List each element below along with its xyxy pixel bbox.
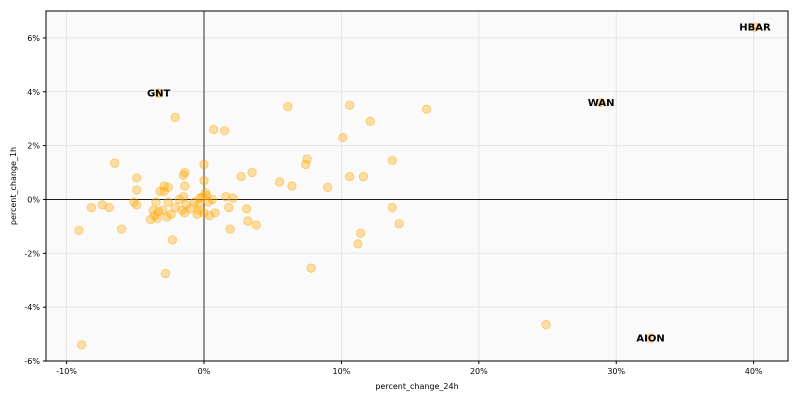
scatter-point xyxy=(243,216,253,226)
scatter-point xyxy=(365,116,375,126)
scatter-point xyxy=(596,97,606,108)
scatter-point xyxy=(306,263,316,273)
scatter-point xyxy=(224,202,234,213)
scatter-point xyxy=(116,224,127,234)
scatter-point xyxy=(345,100,355,110)
scatter-point xyxy=(225,224,235,234)
scatter-point xyxy=(353,239,363,249)
scatter-point xyxy=(160,268,171,279)
scatter-point xyxy=(356,228,366,238)
scatter-point xyxy=(221,192,231,202)
scatter-point xyxy=(283,101,293,112)
scatter-point xyxy=(170,112,180,122)
scatter-point xyxy=(193,200,204,210)
scatter-point xyxy=(228,193,238,203)
scatter-point xyxy=(541,320,551,330)
scatter-point xyxy=(220,126,230,136)
x-tick-label: 0% xyxy=(198,367,211,376)
scatter-point xyxy=(287,181,297,191)
scatter-point xyxy=(199,159,209,170)
scatter-point xyxy=(210,208,220,218)
y-tick-label: -2% xyxy=(24,249,40,258)
x-tick-label: 10% xyxy=(333,367,351,376)
scatter-point xyxy=(204,211,215,221)
scatter-point xyxy=(274,177,285,187)
scatter-point xyxy=(200,188,210,198)
scatter-point xyxy=(178,192,189,202)
scatter-point xyxy=(132,173,142,183)
scatter-point xyxy=(132,200,142,210)
annotation-label: HBAR xyxy=(739,23,771,34)
x-tick-label: 40% xyxy=(745,367,763,376)
scatter-point xyxy=(193,205,204,215)
y-tick-label: -4% xyxy=(24,303,40,312)
scatter-point xyxy=(74,225,84,236)
scatter-point xyxy=(97,200,107,210)
scatter-point xyxy=(251,220,261,230)
scatter-point xyxy=(152,213,162,223)
scatter-point xyxy=(195,193,205,203)
scatter-point xyxy=(394,219,404,229)
scatter-point xyxy=(323,182,333,192)
scatter-point xyxy=(86,202,96,213)
x-axis-label: percent_change_24h xyxy=(375,382,458,391)
y-tick-label: -6% xyxy=(24,357,40,366)
annotation-label: WAN xyxy=(588,98,615,109)
scatter-point xyxy=(163,182,173,192)
scatter-point xyxy=(422,104,432,114)
y-axis-label: percent_change_1h xyxy=(9,147,18,225)
scatter-point xyxy=(338,132,348,143)
scatter-point xyxy=(154,88,164,98)
scatter-point xyxy=(236,171,246,182)
scatter-point xyxy=(301,159,311,170)
scatter-point xyxy=(158,205,168,215)
scatter-point xyxy=(207,194,217,205)
scatter-point xyxy=(180,181,190,191)
scatter-point xyxy=(645,333,656,343)
scatter-point xyxy=(387,202,397,213)
scatter-point xyxy=(167,235,178,245)
y-tick-label: 4% xyxy=(27,88,40,97)
scatter-point xyxy=(387,155,397,166)
scatter-point xyxy=(178,170,189,180)
scatter-point xyxy=(132,185,142,195)
y-tick-label: 0% xyxy=(27,195,40,204)
scatter-point xyxy=(166,209,176,219)
x-tick-label: 30% xyxy=(607,367,625,376)
scatter-point xyxy=(242,204,252,214)
y-tick-label: 2% xyxy=(27,142,40,151)
scatter-point xyxy=(151,197,161,207)
scatter-point xyxy=(170,202,180,213)
annotation-label: AION xyxy=(636,334,664,345)
y-axis-ticks: -6% -4% -2% 0% 2% 4% 6% xyxy=(24,34,46,366)
scatter-point xyxy=(110,158,120,168)
scatter-point xyxy=(148,205,158,215)
scatter-point xyxy=(199,208,209,218)
scatter-point xyxy=(209,124,219,135)
plot-frame xyxy=(45,10,789,362)
scatter-point xyxy=(129,197,139,207)
scatter-point xyxy=(358,171,369,182)
scatter-point xyxy=(180,167,190,178)
plot-background xyxy=(46,11,788,361)
annotation-label: GNT xyxy=(147,89,171,100)
scatter-point xyxy=(345,171,355,182)
x-tick-label: -10% xyxy=(56,367,77,376)
scatter-point xyxy=(77,340,87,350)
y-tick-label: 6% xyxy=(27,34,40,43)
x-tick-label: 20% xyxy=(470,367,488,376)
scatter-point xyxy=(104,202,114,213)
scatter-point xyxy=(199,176,209,186)
scatter-point xyxy=(302,154,312,164)
reference-lines xyxy=(46,11,788,361)
data-points xyxy=(74,22,760,350)
scatter-point xyxy=(163,197,173,207)
x-axis-ticks: -10% 0% 10% 20% 30% 40% xyxy=(56,361,763,376)
scatter-point xyxy=(247,167,257,178)
scatter-point xyxy=(750,22,760,32)
point-annotations: GNT WAN AION HBAR xyxy=(147,23,771,345)
